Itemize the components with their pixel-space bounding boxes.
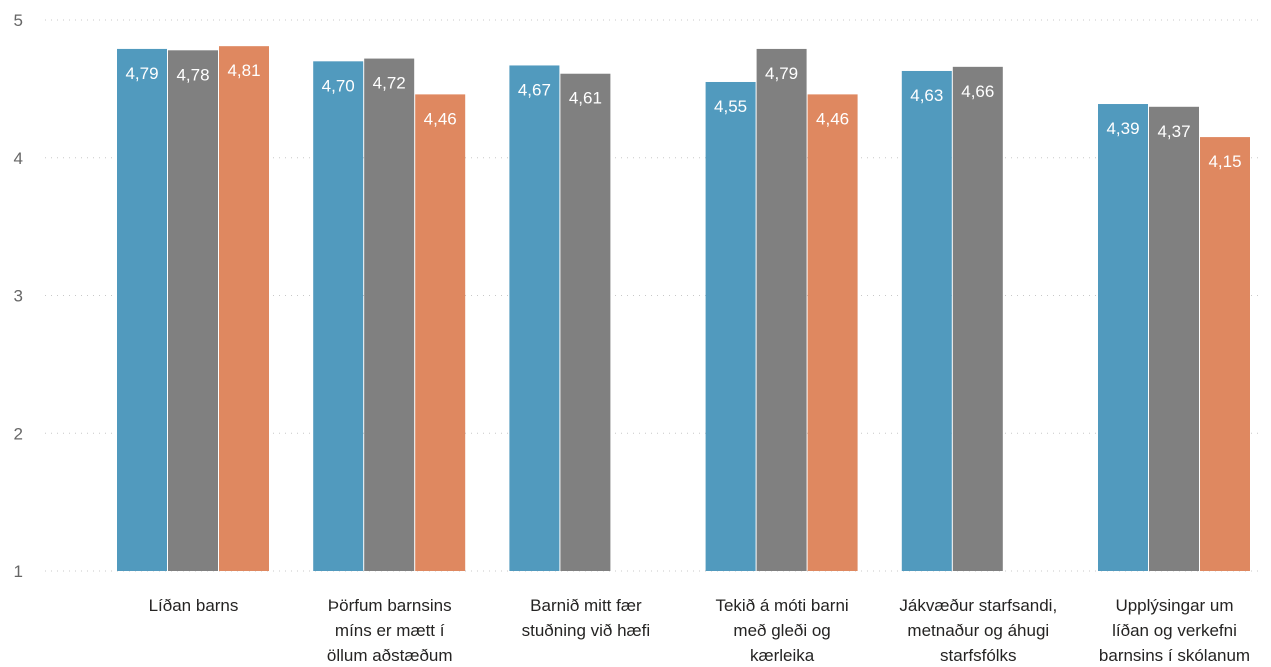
data-label: 4,46 [816,109,849,128]
y-tick-label: 5 [14,11,23,30]
data-label: 4,63 [910,86,943,105]
bar [364,58,415,571]
category-label: kærleika [750,646,815,665]
y-tick-label: 1 [14,562,23,581]
bar [1098,104,1148,571]
category-label: líðan og verkefni [1112,621,1237,640]
bar [509,65,560,572]
bar [1200,137,1250,571]
category-label: öllum aðstæðum [327,646,453,665]
data-label: 4,67 [518,80,551,99]
bar [756,48,807,572]
category-label: barnsins í skólanum [1099,646,1250,665]
bar [705,81,756,572]
category-label: með gleði og [733,621,830,640]
data-label: 4,79 [125,64,158,83]
bar [415,94,466,571]
bar [117,48,167,572]
category-label: Þörfum barnsins [328,596,452,615]
data-label: 4,55 [714,97,747,116]
category-labels: Líðan barns Þörfum barnsins míns er mætt í… [149,596,1250,665]
category-label: Jákvæður starfsandi, [899,596,1057,615]
data-label: 4,70 [322,76,355,95]
bar [1149,106,1199,571]
data-labels: 4,79 4,78 4,81 4,70 4,72 4,46 4,67 4,61 4,55 4,79… [125,61,1241,171]
bars [117,46,1250,572]
bar [952,66,1003,572]
data-label: 4,72 [373,74,406,93]
gridlines [45,19,1262,572]
bar [560,73,611,571]
data-label: 4,79 [765,64,798,83]
data-label: 4,15 [1208,152,1241,171]
bar [807,94,858,571]
category-label: starfsfólks [940,646,1017,665]
data-label: 4,61 [569,89,602,108]
data-label: 4,66 [961,82,994,101]
data-label: 4,37 [1157,122,1190,141]
data-label: 4,81 [227,61,260,80]
y-tick-label: 3 [14,287,23,306]
y-axis-ticks: 1 2 3 4 5 [14,11,23,581]
category-label: metnaður og áhugi [907,621,1049,640]
data-label: 4,78 [176,65,209,84]
category-label: míns er mætt í [335,621,445,640]
bar [901,70,952,571]
y-tick-label: 2 [14,424,23,443]
category-label: stuðning við hæfi [522,621,651,640]
category-label: Barnið mitt fær [530,596,642,615]
category-label: Tekið á móti barni [715,596,848,615]
data-label: 4,46 [424,109,457,128]
bar [168,50,218,572]
bar [219,46,269,572]
category-label: Líðan barns [149,596,239,615]
y-tick-label: 4 [14,149,23,168]
data-label: 4,39 [1106,119,1139,138]
category-label: Upplýsingar um [1115,596,1233,615]
bar [313,61,364,571]
